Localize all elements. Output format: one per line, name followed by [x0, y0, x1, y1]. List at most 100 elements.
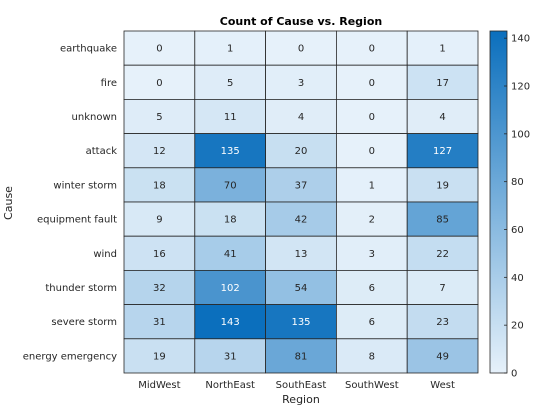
y-tick-label: unknown — [72, 112, 117, 123]
y-tick-label: equipment fault — [37, 215, 117, 226]
y-tick-label: fire — [101, 78, 117, 89]
cell-value-label: 37 — [295, 180, 308, 191]
cell-value-label: 135 — [291, 317, 310, 328]
cell-value-label: 13 — [295, 249, 308, 260]
chart-title: Count of Cause vs. Region — [220, 15, 382, 28]
heatmap-cell — [406, 338, 479, 374]
cell-value-label: 0 — [369, 146, 375, 157]
cell-value-label: 54 — [295, 283, 308, 294]
cell-value-label: 32 — [153, 283, 166, 294]
cell-value-label: 5 — [156, 112, 162, 123]
heatmap-cell — [123, 269, 196, 305]
colorbar-gradient — [489, 30, 508, 374]
cell-value-label: 3 — [298, 78, 304, 89]
cell-value-label: 5 — [227, 78, 233, 89]
heatmap-cell — [123, 64, 196, 100]
cell-value-label: 4 — [298, 112, 304, 123]
x-tick-labels: MidWest NorthEast SouthEast SouthWest West — [138, 380, 455, 391]
y-tick-labels: earthquake fire unknown attack winter storm e… — [23, 44, 117, 363]
cell-value-label: 3 — [369, 249, 375, 260]
cell-value-label: 9 — [156, 215, 162, 226]
colorbar-tick-label: 0 — [511, 369, 517, 380]
cell-value-label: 102 — [221, 283, 240, 294]
heatmap-cell — [335, 269, 408, 305]
heatmap-cell — [406, 133, 479, 169]
heatmap-cell — [123, 30, 196, 66]
heatmap-cell — [194, 167, 267, 203]
heatmap-cell — [194, 133, 267, 169]
cell-value-label: 22 — [436, 249, 449, 260]
cell-value-label: 17 — [436, 78, 449, 89]
heatmap-cell — [265, 30, 337, 66]
colorbar-tick-label: 20 — [511, 321, 524, 332]
cell-value-label: 20 — [295, 146, 308, 157]
y-tick-label: energy emergency — [23, 351, 117, 362]
cell-value-label: 1 — [227, 44, 233, 55]
heatmap-cell — [335, 99, 408, 135]
cell-value-label: 7 — [439, 283, 445, 294]
heatmap-cell — [265, 201, 337, 237]
heatmap-cell — [123, 235, 196, 271]
heatmap-cell — [406, 304, 479, 340]
colorbar-tick-label: 60 — [511, 225, 524, 236]
cell-value-label: 0 — [156, 78, 162, 89]
colorbar-tick-label: 80 — [511, 177, 524, 188]
heatmap-cell — [406, 64, 479, 100]
cell-value-label: 2 — [369, 215, 375, 226]
cell-value-label: 8 — [369, 351, 375, 362]
heatmap-cell — [194, 30, 267, 66]
heatmap-cell — [194, 269, 267, 305]
cell-value-label: 85 — [436, 215, 449, 226]
cell-value-label: 19 — [436, 180, 449, 191]
cell-value-label: 143 — [221, 317, 240, 328]
colorbar-tick-label: 120 — [511, 82, 530, 93]
cell-value-label: 0 — [369, 112, 375, 123]
colorbar-tick-label: 100 — [511, 129, 530, 140]
y-tick-label: thunder storm — [45, 283, 117, 294]
cell-value-label: 41 — [224, 249, 237, 260]
cell-value-label: 135 — [221, 146, 240, 157]
heatmap-cell — [335, 338, 408, 374]
x-tick-label: SouthWest — [345, 380, 399, 391]
cell-value-label: 42 — [295, 215, 308, 226]
heatmap-cell — [265, 64, 337, 100]
colorbar: 0 20 40 60 80 100 120 140 — [489, 30, 530, 380]
x-tick-label: MidWest — [138, 380, 180, 391]
heatmap-cell — [194, 304, 267, 340]
heatmap-cell — [194, 338, 267, 374]
cell-value-label: 31 — [224, 351, 237, 362]
y-tick-label: severe storm — [51, 317, 117, 328]
cell-value-label: 16 — [153, 249, 166, 260]
heatmap-cell — [406, 167, 479, 203]
cell-value-label: 12 — [153, 146, 166, 157]
cell-value-label: 4 — [439, 112, 445, 123]
x-tick-label: NorthEast — [205, 380, 255, 391]
heatmap-cell — [194, 201, 267, 237]
cell-value-label: 0 — [156, 44, 162, 55]
heatmap-cell — [265, 338, 337, 374]
heatmap-cell — [265, 304, 337, 340]
heatmap-cell — [123, 338, 196, 374]
cell-value-label: 31 — [153, 317, 166, 328]
cell-value-label: 1 — [439, 44, 445, 55]
cell-value-label: 127 — [433, 146, 452, 157]
heatmap-cell — [265, 133, 337, 169]
x-tick-label: West — [430, 380, 455, 391]
heatmap-cell — [123, 133, 196, 169]
cell-value-label: 6 — [369, 317, 375, 328]
heatmap-cell — [194, 99, 267, 135]
y-axis-label: Cause — [2, 186, 15, 220]
cell-value-label: 19 — [153, 351, 166, 362]
heatmap-cell — [265, 167, 337, 203]
cell-value-label: 1 — [369, 180, 375, 191]
heatmap-cell — [123, 167, 196, 203]
cell-value-label: 0 — [369, 78, 375, 89]
cell-value-label: 70 — [224, 180, 237, 191]
heatmap-cell — [335, 133, 408, 169]
y-tick-label: attack — [86, 146, 118, 157]
heatmap-cell — [406, 201, 479, 237]
colorbar-tick-label: 40 — [511, 273, 524, 284]
cell-value-label: 18 — [224, 215, 237, 226]
